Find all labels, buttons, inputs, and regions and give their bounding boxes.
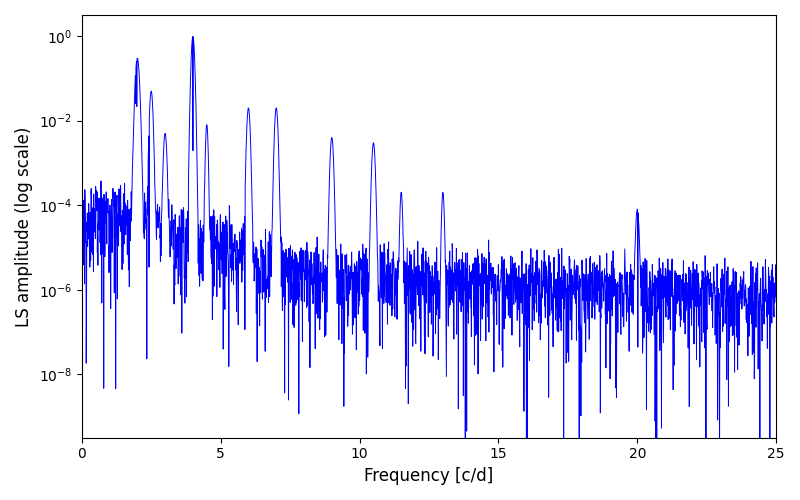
X-axis label: Frequency [c/d]: Frequency [c/d]	[364, 467, 494, 485]
Y-axis label: LS amplitude (log scale): LS amplitude (log scale)	[15, 126, 33, 326]
